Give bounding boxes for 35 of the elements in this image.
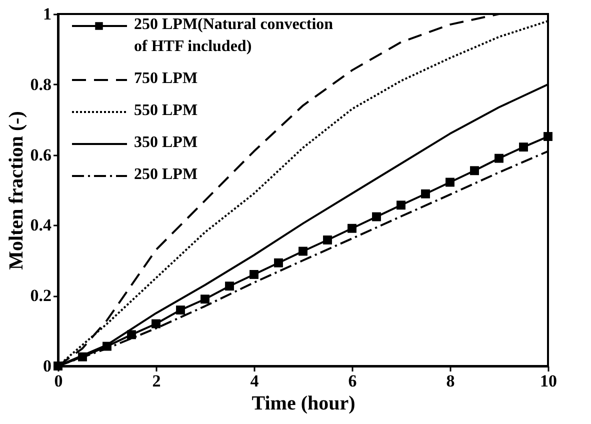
point	[176, 306, 185, 315]
legend-label: 250 LPM(Natural convection of HTF included)	[134, 16, 334, 55]
point	[250, 270, 258, 279]
point	[274, 258, 283, 268]
point	[421, 189, 430, 198]
y-tick-label: 0.4	[30, 216, 52, 235]
y-tick-label: 1	[43, 4, 52, 24]
point	[396, 200, 406, 210]
y-tick-label: 0.6	[30, 145, 52, 164]
point	[225, 282, 234, 291]
y-tick-label: 0	[43, 356, 52, 376]
x-tick-label: 8	[446, 372, 455, 390]
point	[200, 294, 210, 304]
y-tick-label: 0.2	[30, 286, 52, 306]
legend-label: 250 LPM	[134, 166, 198, 183]
x-tick-label: 6	[348, 372, 357, 390]
x-tick-label: 2	[152, 372, 161, 390]
legend-label: 750 LPM	[134, 70, 198, 87]
point	[470, 166, 479, 176]
x-axis-title: Time (hour)	[252, 392, 356, 414]
point	[323, 236, 332, 244]
legend-label: 350 LPM	[134, 134, 198, 151]
point	[446, 178, 454, 187]
point	[544, 132, 552, 141]
y-tick-label: 0.8	[30, 74, 52, 94]
y-axis-title: Molten fraction (-)	[5, 111, 28, 270]
point	[494, 154, 504, 163]
point	[152, 319, 160, 328]
point	[372, 212, 381, 222]
point	[298, 246, 308, 256]
x-tick-label: 4	[250, 372, 260, 390]
legend-label: 550 LPM	[134, 102, 198, 119]
x-tick-label: 10	[540, 372, 557, 390]
point	[519, 142, 528, 152]
point	[348, 224, 356, 233]
